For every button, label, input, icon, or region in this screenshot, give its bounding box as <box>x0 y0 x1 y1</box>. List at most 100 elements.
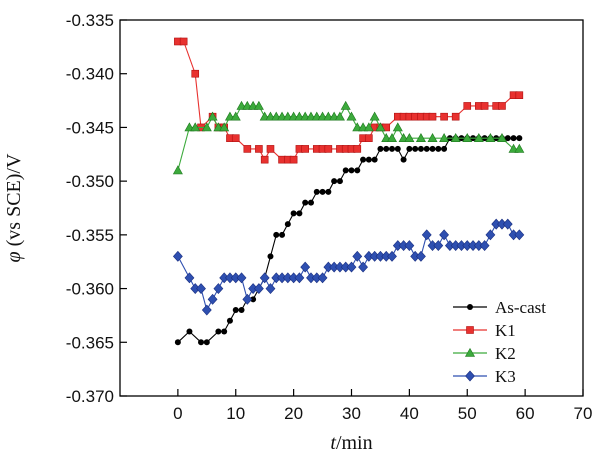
data-point <box>423 145 430 152</box>
legend-label: K2 <box>495 344 516 363</box>
y-tick-label: -0.350 <box>66 172 114 191</box>
data-point <box>340 100 351 110</box>
data-point <box>243 145 252 153</box>
data-point <box>331 178 338 185</box>
data-point <box>510 135 517 142</box>
y-tick-label: -0.335 <box>66 11 114 30</box>
data-point <box>464 347 476 357</box>
data-point <box>207 293 218 305</box>
data-point <box>439 229 450 241</box>
data-point <box>265 283 276 295</box>
y-tick-label: -0.340 <box>66 65 114 84</box>
data-point <box>313 188 320 195</box>
data-point <box>394 145 401 152</box>
data-point <box>342 167 349 174</box>
x-axis-title-unit: /min <box>336 432 373 454</box>
data-point <box>172 165 183 175</box>
data-point <box>392 122 403 132</box>
y-axis-title-symbol: φ <box>3 251 25 262</box>
data-point <box>317 272 328 284</box>
data-point <box>516 135 523 142</box>
data-point <box>365 134 373 142</box>
data-point <box>213 283 224 295</box>
data-point <box>480 102 489 110</box>
data-point <box>404 240 415 252</box>
data-point <box>363 122 374 132</box>
data-point <box>201 304 212 316</box>
data-point <box>377 145 384 152</box>
x-tick-label: 70 <box>574 404 593 423</box>
data-point <box>353 145 362 153</box>
data-point <box>196 283 206 295</box>
data-point <box>466 326 474 334</box>
y-tick-label: -0.365 <box>66 333 114 352</box>
data-point <box>504 135 511 142</box>
data-point <box>215 328 222 335</box>
data-point <box>290 210 297 217</box>
legend-item: K2 <box>453 344 516 363</box>
data-point <box>179 37 188 46</box>
legend-item: K1 <box>453 321 516 340</box>
data-point <box>300 261 311 273</box>
y-tick-label: -0.360 <box>66 280 114 299</box>
data-point <box>184 272 195 284</box>
data-point <box>467 304 473 310</box>
data-point <box>253 283 264 295</box>
data-point <box>404 133 415 142</box>
data-point <box>515 91 524 99</box>
data-point <box>273 231 280 238</box>
data-point <box>190 122 201 132</box>
data-point <box>375 122 386 132</box>
data-point <box>336 178 343 185</box>
data-point <box>365 156 372 163</box>
y-tick-label: -0.370 <box>66 387 114 406</box>
legend-label: K3 <box>495 367 516 386</box>
series-line <box>177 137 520 343</box>
data-point <box>358 261 368 273</box>
series-k3 <box>172 218 525 316</box>
plot-frame <box>119 19 584 397</box>
data-point <box>465 370 475 382</box>
data-point <box>267 253 274 260</box>
x-tick-label: 0 <box>173 404 182 423</box>
data-point <box>406 145 413 152</box>
data-point <box>203 339 210 346</box>
data-point <box>242 293 253 305</box>
y-axis-title-unit: (vs SCE)/V <box>3 153 25 251</box>
x-tick-label: 40 <box>400 404 419 423</box>
data-point <box>174 339 181 346</box>
data-point <box>514 143 525 153</box>
series-k1 <box>174 37 524 164</box>
data-point <box>232 307 239 314</box>
data-point <box>441 145 448 152</box>
data-point <box>360 156 367 163</box>
data-point <box>221 328 228 335</box>
data-point <box>186 328 193 335</box>
series-layer <box>172 37 525 346</box>
data-point <box>230 111 241 121</box>
data-point <box>325 188 332 195</box>
x-axis-title-symbol: t <box>330 432 336 454</box>
data-point <box>421 229 432 241</box>
data-point <box>473 133 484 142</box>
data-point <box>296 210 303 217</box>
data-point <box>412 145 419 152</box>
data-point <box>334 111 345 121</box>
data-point <box>450 133 461 142</box>
data-point <box>266 145 275 153</box>
series-as-cast <box>174 135 523 346</box>
data-point <box>354 167 361 174</box>
data-point <box>439 133 450 142</box>
legend: As-cast K1 K2 K3 <box>453 298 546 386</box>
data-point <box>324 145 333 153</box>
legend-label: K1 <box>495 321 516 340</box>
data-point <box>346 261 357 273</box>
y-tick-label: -0.345 <box>66 118 114 137</box>
data-point <box>369 111 380 121</box>
ticks-layer: 0 10 20 30 40 50 60 70 -0.335 -0.340 -0.345 -0.350 -… <box>66 11 593 423</box>
data-point <box>433 240 444 252</box>
data-point <box>440 112 448 121</box>
data-point <box>352 250 363 262</box>
data-point <box>236 272 247 284</box>
